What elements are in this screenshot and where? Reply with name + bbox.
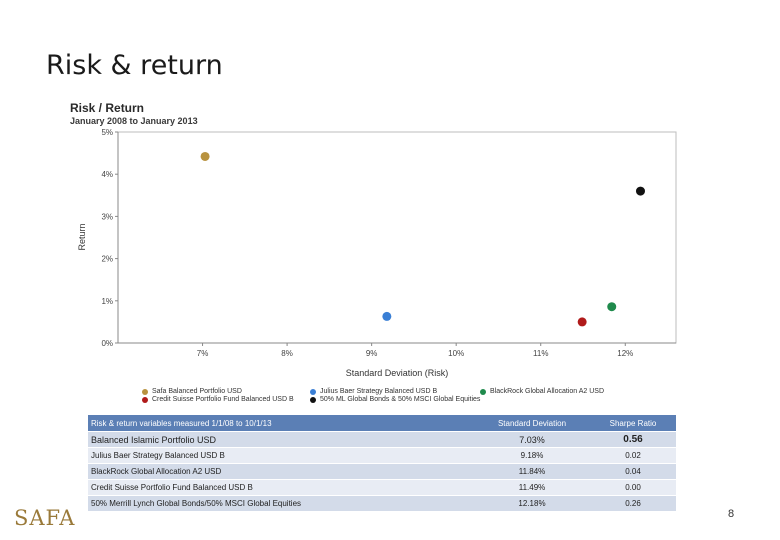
- std-dev-value: 9.18%: [474, 447, 590, 464]
- x-tick-label: 9%: [366, 349, 378, 358]
- fund-name: 50% Merrill Lynch Global Bonds/50% MSCI …: [88, 495, 474, 512]
- data-point: [577, 317, 587, 327]
- fund-name: BlackRock Global Allocation A2 USD: [88, 463, 474, 480]
- legend-label: Julius Baer Strategy Balanced USD B: [320, 388, 438, 395]
- legend-dot: [480, 388, 486, 395]
- x-axis-label: Standard Deviation (Risk): [346, 368, 449, 378]
- y-tick-label: 2%: [101, 255, 113, 264]
- legend-item: 50% ML Global Bonds & 50% MSCI Global Eq…: [310, 396, 480, 403]
- x-tick-label: 8%: [281, 349, 293, 358]
- chart-points: [200, 151, 645, 327]
- legend-label: Credit Suisse Portfolio Fund Balanced US…: [152, 396, 294, 403]
- page-number: 8: [728, 508, 735, 520]
- y-tick-label: 3%: [101, 212, 113, 221]
- y-axis-label: Return: [77, 223, 87, 250]
- x-tick-label: 11%: [533, 349, 548, 358]
- chart-ticks: 0% 1% 2% 3% 4% 5% 7% 8% 9% 10% 11% 12%: [101, 128, 633, 358]
- y-tick-label: 0%: [101, 339, 113, 348]
- x-tick-label: 7%: [197, 349, 209, 358]
- table-header-std-dev: Standard Deviation: [474, 415, 590, 432]
- x-tick-label: 12%: [617, 349, 633, 358]
- legend-label: 50% ML Global Bonds & 50% MSCI Global Eq…: [320, 396, 481, 403]
- fund-name: Balanced Islamic Portfolio USD: [88, 431, 474, 448]
- chart-legend: Safa Balanced Portfolio USD Julius Baer …: [142, 388, 662, 403]
- legend-item: Credit Suisse Portfolio Fund Balanced US…: [142, 396, 310, 403]
- data-point: [200, 151, 210, 161]
- safa-logo: SAFA: [14, 506, 76, 530]
- legend-label: BlackRock Global Allocation A2 USD: [490, 388, 604, 395]
- y-tick-label: 1%: [101, 297, 113, 306]
- table-header-row: Risk & return variables measured 1/1/08 …: [88, 415, 676, 432]
- table-row: Balanced Islamic Portfolio USD 7.03% 0.5…: [88, 431, 676, 448]
- table-header-sharpe: Sharpe Ratio: [590, 415, 676, 432]
- chart-title: Risk / Return: [70, 101, 145, 115]
- table-row: Credit Suisse Portfolio Fund Balanced US…: [88, 479, 676, 496]
- data-point: [607, 302, 617, 312]
- sharpe-value: 0.04: [590, 463, 676, 480]
- table-header-label: Risk & return variables measured 1/1/08 …: [88, 415, 474, 432]
- std-dev-value: 7.03%: [474, 431, 590, 448]
- sharpe-value: 0.02: [590, 447, 676, 464]
- data-point: [635, 186, 645, 196]
- std-dev-value: 12.18%: [474, 495, 590, 512]
- y-tick-label: 4%: [101, 170, 113, 179]
- legend-dot: [310, 396, 316, 403]
- sharpe-value: 0.56: [590, 431, 676, 448]
- chart-axes: [117, 131, 677, 344]
- table-row: BlackRock Global Allocation A2 USD 11.84…: [88, 463, 676, 480]
- legend-label: Safa Balanced Portfolio USD: [152, 388, 242, 395]
- legend-item: BlackRock Global Allocation A2 USD: [480, 388, 660, 395]
- plot-frame: [117, 131, 677, 344]
- data-point: [382, 311, 392, 321]
- std-dev-value: 11.49%: [474, 479, 590, 496]
- legend-dot: [142, 396, 148, 403]
- risk-return-scatter-chart: 0% 1% 2% 3% 4% 5% 7% 8% 9% 10% 11% 12% Standard Dev…: [77, 128, 677, 378]
- std-dev-value: 11.84%: [474, 463, 590, 480]
- legend-dot: [142, 388, 148, 395]
- x-tick-label: 10%: [448, 349, 464, 358]
- fund-name: Julius Baer Strategy Balanced USD B: [88, 447, 474, 464]
- risk-return-table: Risk & return variables measured 1/1/08 …: [88, 415, 676, 512]
- table-row: Julius Baer Strategy Balanced USD B 9.18…: [88, 447, 676, 464]
- fund-name: Credit Suisse Portfolio Fund Balanced US…: [88, 479, 474, 496]
- slide-title: Risk & return: [46, 50, 223, 81]
- chart-subtitle: January 2008 to January 2013: [70, 116, 198, 126]
- sharpe-value: 0.26: [590, 495, 676, 512]
- y-tick-label: 5%: [101, 128, 113, 137]
- legend-item: Julius Baer Strategy Balanced USD B: [310, 388, 480, 395]
- table-row: 50% Merrill Lynch Global Bonds/50% MSCI …: [88, 495, 676, 512]
- sharpe-value: 0.00: [590, 479, 676, 496]
- legend-item: Safa Balanced Portfolio USD: [142, 388, 310, 395]
- legend-dot: [310, 388, 316, 395]
